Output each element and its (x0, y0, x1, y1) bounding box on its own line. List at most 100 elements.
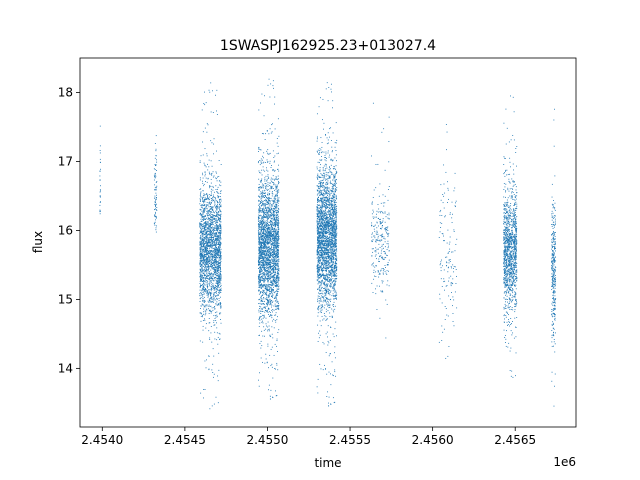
data-point (270, 301, 272, 303)
data-point (214, 270, 216, 272)
data-point (258, 200, 260, 202)
data-point (219, 256, 221, 258)
data-point (217, 205, 219, 207)
data-point (260, 275, 262, 277)
data-point (208, 261, 210, 262)
data-point (215, 205, 217, 207)
data-point (200, 243, 202, 245)
data-point (264, 245, 266, 247)
data-point (220, 319, 221, 320)
data-point (329, 192, 331, 194)
data-point (207, 252, 209, 254)
data-point (213, 237, 214, 239)
data-point (258, 226, 260, 228)
data-point (218, 160, 220, 162)
data-point (275, 267, 277, 269)
data-point (259, 285, 260, 287)
data-point (213, 241, 214, 243)
data-point (276, 245, 278, 247)
data-point (266, 245, 268, 247)
data-point (216, 110, 217, 112)
data-point (260, 211, 262, 213)
data-point (263, 190, 265, 192)
data-point (271, 282, 273, 284)
data-point (220, 262, 222, 264)
data-point (258, 228, 260, 230)
data-point (205, 226, 207, 228)
data-point (259, 289, 260, 291)
data-point (218, 234, 220, 236)
data-point (260, 284, 262, 286)
data-point (99, 202, 101, 203)
data-point (219, 289, 221, 291)
data-point (266, 231, 268, 232)
data-point (258, 280, 260, 282)
data-point (213, 321, 215, 323)
data-point (266, 295, 268, 297)
data-point (213, 278, 215, 279)
data-point (272, 207, 274, 209)
data-point (265, 317, 267, 319)
data-point (216, 270, 218, 272)
data-point (205, 256, 207, 257)
data-point (259, 237, 261, 239)
data-point (276, 278, 278, 280)
data-point (209, 277, 211, 279)
data-point (274, 201, 276, 203)
data-point (272, 280, 274, 282)
data-point (277, 239, 279, 241)
data-point (210, 210, 212, 212)
data-point (210, 261, 212, 263)
data-point (273, 277, 275, 278)
data-point (275, 321, 277, 323)
data-point (260, 279, 262, 281)
data-point (220, 275, 222, 277)
data-point (214, 338, 216, 340)
data-point (209, 299, 211, 301)
data-point (266, 180, 268, 182)
data-point (218, 195, 220, 197)
data-point (323, 222, 325, 223)
data-point (269, 263, 271, 265)
data-point (277, 242, 279, 244)
data-point (220, 181, 222, 183)
data-point (264, 266, 266, 268)
data-point (212, 200, 214, 202)
data-point (216, 250, 218, 252)
data-point (261, 260, 263, 262)
data-point (213, 403, 215, 405)
data-point (201, 240, 202, 242)
data-point (207, 248, 209, 250)
data-point (259, 322, 261, 324)
data-point (213, 261, 215, 263)
data-point (266, 264, 267, 266)
data-point (215, 282, 217, 284)
data-point (220, 211, 222, 213)
data-point (277, 244, 279, 246)
data-point (215, 237, 217, 239)
data-point (202, 212, 204, 214)
data-point (215, 244, 217, 246)
data-point (199, 208, 201, 210)
data-point (258, 264, 259, 266)
data-point (271, 295, 273, 297)
data-point (208, 223, 210, 225)
data-point (202, 227, 204, 229)
data-point (267, 170, 269, 172)
data-point (202, 261, 204, 263)
data-point (272, 288, 274, 290)
data-point (274, 222, 276, 224)
data-point (216, 239, 218, 241)
data-point (209, 305, 211, 307)
data-point (206, 235, 208, 237)
data-point (216, 279, 217, 281)
data-point (208, 220, 210, 222)
data-point (212, 217, 214, 219)
data-point (270, 244, 272, 246)
data-point (217, 202, 219, 204)
data-point (259, 257, 261, 259)
data-point (275, 220, 277, 222)
data-point (154, 209, 156, 211)
data-point (214, 215, 216, 217)
data-point (270, 238, 272, 240)
